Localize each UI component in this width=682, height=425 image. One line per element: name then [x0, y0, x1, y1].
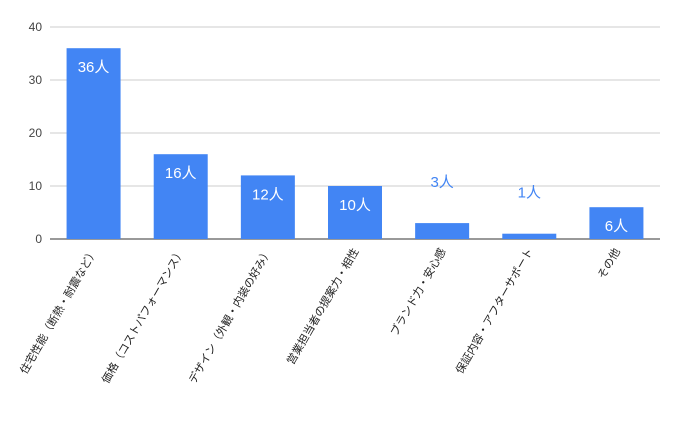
- value-label: 3人: [430, 174, 453, 191]
- bar: [66, 48, 121, 240]
- value-label: 6人: [605, 218, 628, 235]
- x-tick-label: 営業担当者の提案力・相性: [283, 246, 361, 367]
- x-tick-label: その他: [595, 246, 623, 281]
- value-label: 10人: [339, 197, 371, 214]
- value-label: 12人: [252, 186, 284, 203]
- bar: [502, 233, 557, 239]
- y-tick-label: 30: [29, 73, 43, 87]
- value-label: 16人: [165, 165, 197, 182]
- bar: [415, 223, 470, 239]
- value-label: 1人: [518, 185, 541, 202]
- x-tick-label: 住宅性能（断熱・耐震など）: [17, 246, 101, 377]
- x-tick-label: ブランド力・安心感: [387, 245, 449, 338]
- y-tick-label: 0: [35, 232, 42, 246]
- bar: [589, 207, 644, 239]
- y-tick-label: 20: [29, 126, 43, 140]
- y-tick-label: 10: [29, 179, 43, 193]
- x-tick-label: デザイン（外観・内装の好み）: [185, 246, 274, 386]
- bar: [153, 154, 208, 239]
- x-tick-label: 保証内容・アフターサポート: [452, 246, 536, 377]
- y-tick-label: 40: [29, 20, 43, 34]
- value-label: 36人: [78, 59, 110, 76]
- x-tick-label: 価格（コストパフォーマンス）: [98, 246, 187, 386]
- bar: [240, 175, 295, 239]
- bar: [328, 186, 382, 239]
